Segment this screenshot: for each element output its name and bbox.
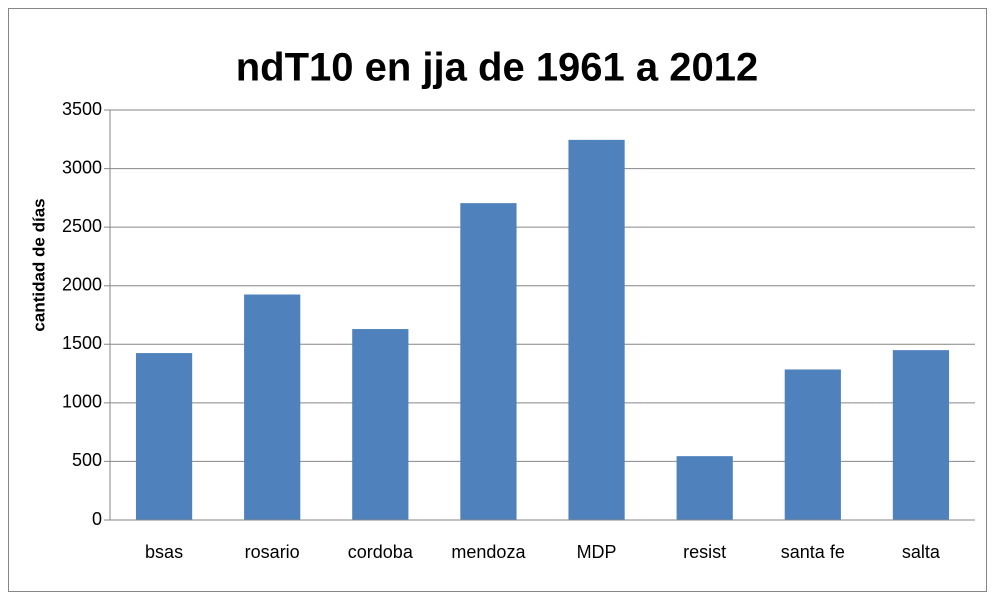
x-tick-label: resist — [683, 542, 726, 562]
bar — [784, 369, 841, 520]
bar — [892, 350, 950, 520]
x-tick-label: rosario — [245, 542, 300, 562]
x-tick-label: MDP — [577, 542, 617, 562]
y-tick-label: 3000 — [62, 157, 102, 177]
y-tick-label: 0 — [92, 509, 102, 529]
bar — [460, 203, 517, 520]
bar — [676, 456, 733, 520]
bar — [135, 353, 193, 520]
y-tick-label: 1500 — [62, 333, 102, 353]
chart-title: ndT10 en jja de 1961 a 2012 — [236, 46, 759, 90]
bar — [352, 329, 409, 520]
y-tick-label: 2500 — [62, 216, 102, 236]
x-tick-label: santa fe — [781, 542, 845, 562]
y-tick-label: 1000 — [62, 392, 102, 412]
bar — [244, 294, 301, 520]
x-tick-label: bsas — [145, 542, 183, 562]
y-axis-label: cantidad de días — [29, 198, 48, 331]
y-tick-label: 2000 — [62, 274, 102, 294]
x-tick-label: salta — [902, 542, 941, 562]
y-tick-label: 500 — [72, 450, 102, 470]
y-tick-label: 3500 — [62, 99, 102, 119]
x-tick-label: cordoba — [348, 542, 414, 562]
x-tick-label: mendoza — [451, 542, 526, 562]
bar — [568, 139, 625, 520]
